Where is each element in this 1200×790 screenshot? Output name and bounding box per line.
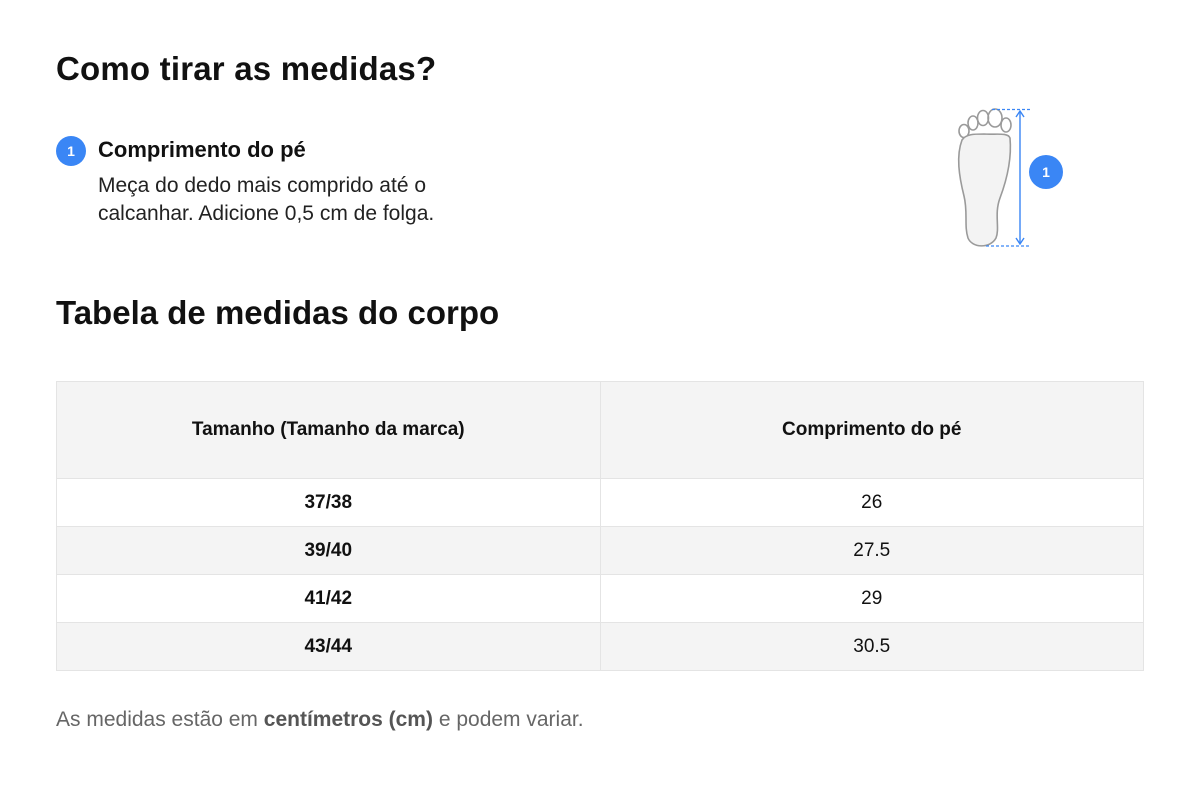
page-title: Como tirar as medidas? xyxy=(56,50,437,87)
cell-size: 41/42 xyxy=(56,574,601,623)
footnote-suffix: e podem variar. xyxy=(432,708,584,731)
table-heading: Tabela de medidas do corpo xyxy=(56,294,500,331)
cell-foot-length: 27.5 xyxy=(599,526,1144,575)
table-header-row: Tamanho (Tamanho da marca) Comprimento d… xyxy=(56,381,1144,479)
table-row: 43/44 30.5 xyxy=(56,622,1144,671)
cell-size: 39/40 xyxy=(56,526,601,575)
cell-foot-length: 26 xyxy=(599,478,1144,527)
table-row: 41/42 29 xyxy=(56,574,1144,623)
header-size: Tamanho (Tamanho da marca) xyxy=(56,381,601,479)
step-number-badge: 1 xyxy=(56,136,86,166)
table-row: 37/38 26 xyxy=(56,478,1144,527)
header-foot-length: Comprimento do pé xyxy=(599,381,1144,479)
figure-number-badge: 1 xyxy=(1029,155,1063,189)
step-title: Comprimento do pé xyxy=(98,137,306,162)
foot-outline-icon xyxy=(957,108,1030,247)
units-footnote: As medidas estão em centímetros (cm) e p… xyxy=(56,708,584,732)
cell-size: 37/38 xyxy=(56,478,601,527)
footnote-unit: centímetros (cm) xyxy=(263,708,433,731)
table-row: 39/40 27.5 xyxy=(56,526,1144,575)
cell-foot-length: 29 xyxy=(599,574,1144,623)
size-chart-table: Tamanho (Tamanho da marca) Comprimento d… xyxy=(56,381,1144,671)
cell-foot-length: 30.5 xyxy=(599,622,1144,671)
cell-size: 43/44 xyxy=(56,622,601,671)
footnote-prefix: As medidas estão em xyxy=(56,708,264,731)
step-description: Meça do dedo mais comprido até o calcanh… xyxy=(98,174,435,225)
